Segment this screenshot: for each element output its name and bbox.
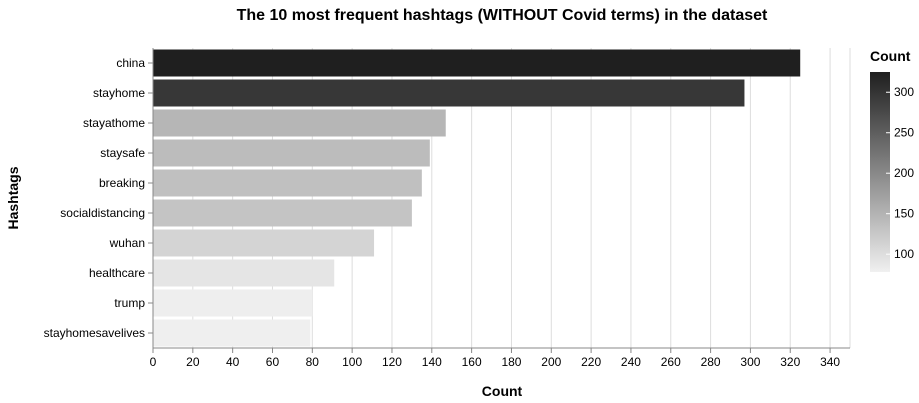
- bar-stayhome: [153, 79, 745, 107]
- y-tick-label: china: [116, 56, 145, 70]
- y-tick-label: trump: [114, 296, 145, 310]
- y-axis-title: Hashtags: [5, 166, 21, 229]
- x-tick-label: 320: [780, 355, 800, 369]
- axes-group: 0 20 40 60 80 100 120 140 160 180 200 220 240 260 280 3…: [44, 48, 850, 369]
- x-tick-label: 100: [342, 355, 362, 369]
- x-tick-label: 260: [661, 355, 681, 369]
- x-tick-label: 120: [382, 355, 402, 369]
- bar-china: [153, 49, 801, 77]
- x-tick-label: 60: [266, 355, 280, 369]
- x-tick-label: 200: [541, 355, 561, 369]
- x-tick-label: 80: [306, 355, 320, 369]
- bars-group: [153, 49, 801, 347]
- y-tick-label: wuhan: [109, 236, 145, 250]
- x-tick-label: 300: [740, 355, 760, 369]
- y-tick-label: stayhomesavelives: [44, 326, 145, 340]
- x-tick-label: 160: [462, 355, 482, 369]
- bar-trump: [153, 289, 313, 317]
- y-tick-label: stayhome: [93, 86, 145, 100]
- x-tick-label: 40: [226, 355, 240, 369]
- x-tick-label: 220: [581, 355, 601, 369]
- y-tick-label: socialdistancing: [60, 206, 145, 220]
- bar-breaking: [153, 169, 422, 197]
- y-tick-label: staysafe: [100, 146, 145, 160]
- legend: Count 100 150 200 250 300: [870, 48, 914, 272]
- legend-tick-label: 200: [894, 166, 914, 180]
- legend-tick-label: 150: [894, 207, 914, 221]
- y-tick-label: healthcare: [89, 266, 145, 280]
- x-axis-title: Count: [482, 383, 523, 399]
- x-tick-label: 240: [621, 355, 641, 369]
- x-tick-label: 0: [150, 355, 157, 369]
- bar-stayhomesavelives: [153, 319, 311, 347]
- y-tick-label: breaking: [99, 176, 145, 190]
- legend-title: Count: [870, 48, 911, 64]
- x-tick-label: 180: [501, 355, 521, 369]
- bar-staysafe: [153, 139, 430, 167]
- bar-stayathome: [153, 109, 446, 137]
- x-tick-label: 280: [701, 355, 721, 369]
- legend-tick-label: 250: [894, 126, 914, 140]
- x-tick-label: 20: [186, 355, 200, 369]
- chart-title: The 10 most frequent hashtags (WITHOUT C…: [237, 7, 768, 24]
- bar-wuhan: [153, 229, 375, 257]
- legend-gradient-bar: [870, 72, 890, 272]
- legend-tick-label: 300: [894, 85, 914, 99]
- bar-healthcare: [153, 259, 335, 287]
- bar-socialdistancing: [153, 199, 412, 227]
- x-tick-label: 140: [422, 355, 442, 369]
- legend-tick-label: 100: [894, 247, 914, 261]
- y-tick-label: stayathome: [83, 116, 145, 130]
- x-tick-label: 340: [820, 355, 840, 369]
